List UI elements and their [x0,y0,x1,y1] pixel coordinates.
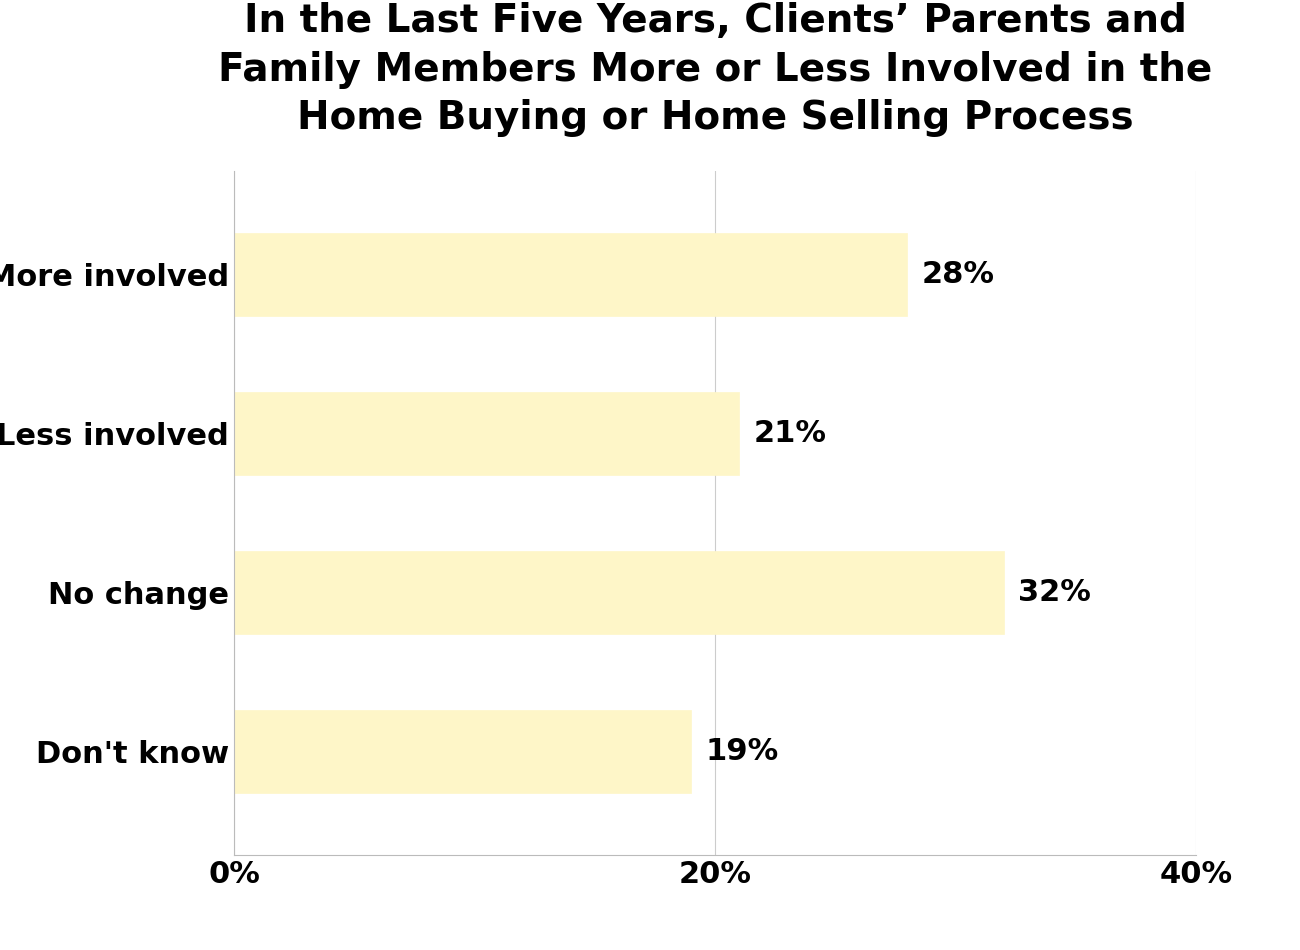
Text: 19%: 19% [706,737,779,766]
Bar [234,392,738,475]
Title: In the Last Five Years, Clients’ Parents and
Family Members More or Less Involve: In the Last Five Years, Clients’ Parents… [218,2,1212,138]
Bar [234,233,907,315]
Bar [234,551,1004,634]
Text: 21%: 21% [754,419,827,448]
Text: 28%: 28% [922,260,994,289]
Text: 32%: 32% [1018,578,1091,607]
Bar [234,711,692,793]
